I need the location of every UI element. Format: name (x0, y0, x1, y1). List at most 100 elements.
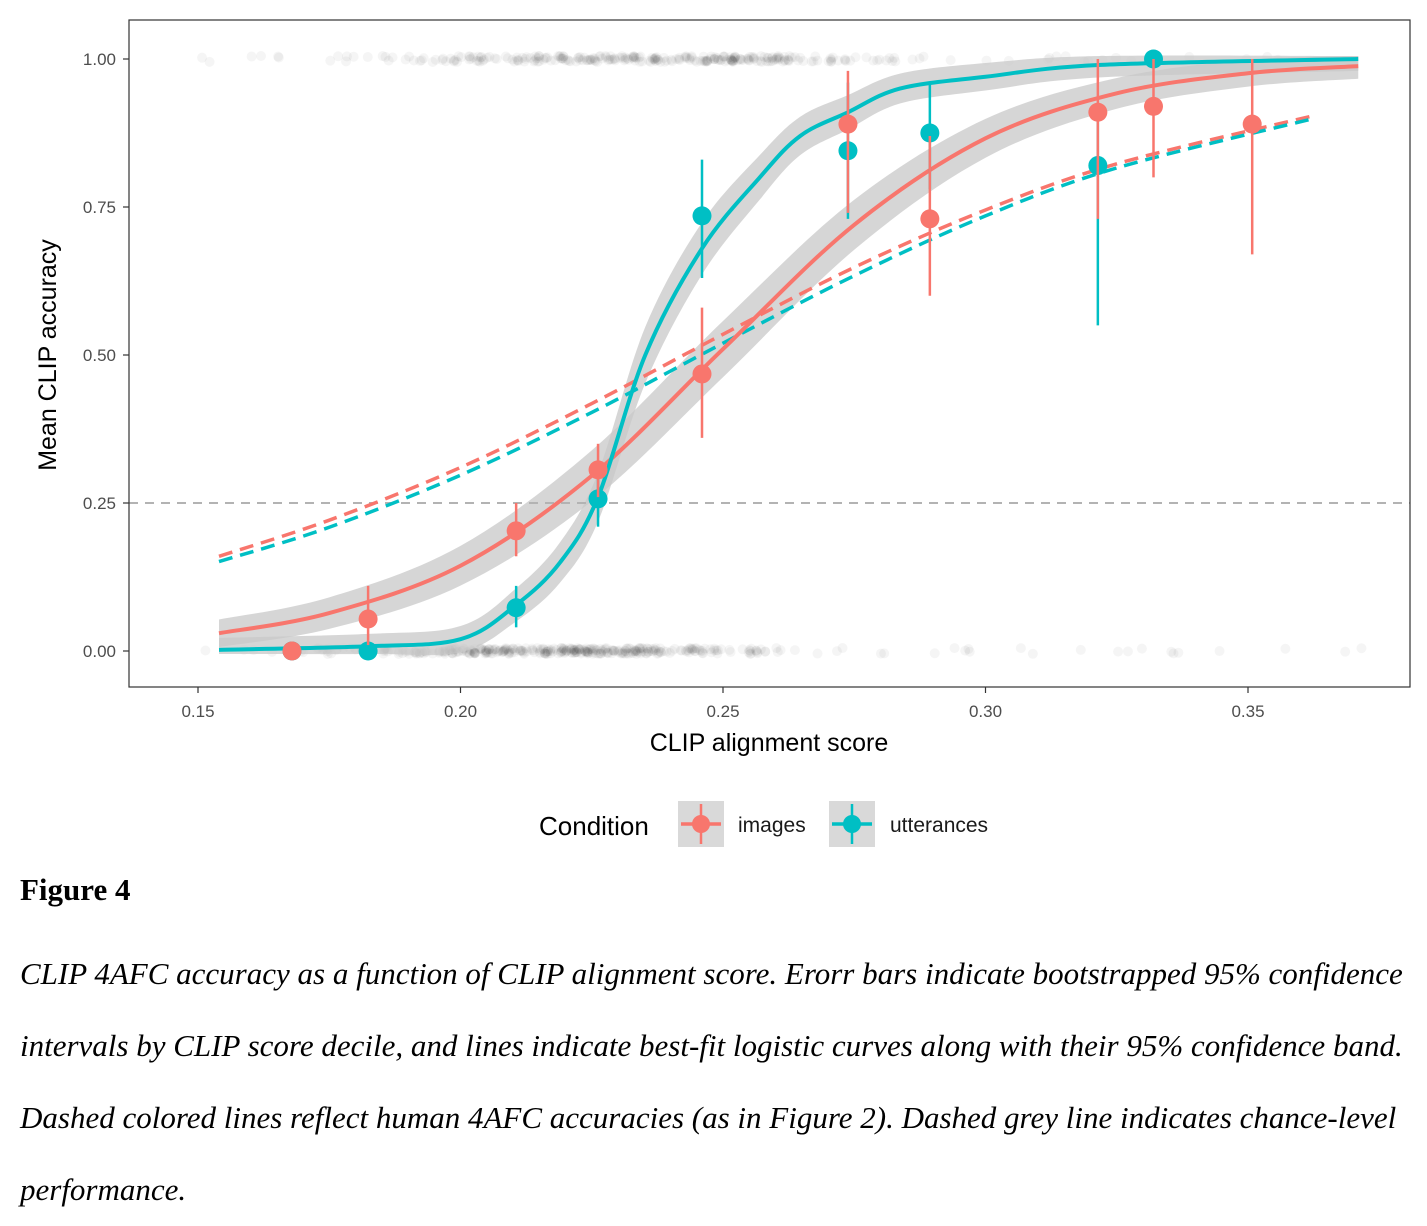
point-images (506, 521, 526, 541)
trial-point (620, 646, 631, 657)
trial-point (597, 53, 608, 64)
trial-point (697, 645, 708, 656)
trial-point (437, 55, 448, 66)
trial-point (589, 53, 600, 64)
trial-point (574, 644, 585, 655)
trial-point (808, 56, 819, 67)
trial-point (557, 646, 568, 657)
x-tick-label: 0.35 (1231, 702, 1264, 721)
trial-point (756, 56, 767, 67)
trial-point (637, 56, 648, 67)
trial-point (634, 56, 645, 67)
point-images (282, 641, 302, 661)
trial-point (709, 53, 720, 64)
trial-point (826, 54, 837, 65)
trial-point (826, 56, 837, 67)
trial-point (602, 647, 613, 658)
trial-point (589, 55, 600, 66)
trial-point (605, 51, 616, 62)
trial-point (540, 648, 551, 659)
trial-point (555, 646, 566, 657)
trial-point (575, 643, 586, 654)
trial-point (473, 55, 484, 66)
trial-point (554, 51, 565, 62)
trial-point (539, 648, 550, 659)
trial-point (766, 53, 777, 64)
trial-point (509, 647, 520, 658)
trial-point (695, 645, 706, 656)
trial-point (918, 51, 929, 62)
trial-point (499, 645, 510, 656)
legend-label-utterances: utterances (890, 814, 988, 837)
trial-point (658, 52, 669, 63)
trial-point (556, 53, 567, 64)
trial-point (699, 55, 710, 66)
trial-point (634, 643, 645, 654)
trial-point (713, 54, 724, 65)
trial-point (536, 644, 547, 655)
trial-point (594, 51, 605, 62)
trial-point (418, 53, 429, 64)
trial-point (543, 644, 554, 655)
trial-point (674, 54, 685, 65)
trial-point (681, 52, 692, 63)
trial-point (622, 647, 633, 658)
trial-point (831, 646, 842, 657)
trial-point (564, 643, 575, 654)
trial-point (650, 643, 661, 654)
trial-point (509, 56, 520, 67)
trial-point (709, 645, 720, 656)
trial-point (609, 53, 620, 64)
trial-point (706, 51, 717, 62)
trial-point (686, 51, 697, 62)
trial-point (763, 53, 774, 64)
trial-point (587, 648, 598, 659)
trial-point (452, 56, 463, 67)
trial-point (553, 648, 564, 659)
trial-point (497, 647, 508, 658)
trial-point (595, 643, 606, 654)
trial-point (743, 647, 754, 658)
trial-point (494, 645, 505, 656)
trial-point (478, 54, 489, 65)
trial-point (638, 643, 649, 654)
trial-point (751, 645, 762, 656)
trial-point (701, 56, 712, 67)
trial-point (772, 646, 783, 657)
trial-point (718, 51, 729, 62)
trial-point (1113, 646, 1124, 657)
trial-point (483, 647, 494, 658)
trial-point (850, 52, 861, 63)
trial-point (695, 55, 706, 66)
trial-point (629, 51, 640, 62)
trial-point (631, 648, 642, 659)
trial-point (545, 645, 556, 656)
trial-point (690, 643, 701, 654)
trial-point (588, 643, 599, 654)
trial-point (630, 55, 641, 66)
trial-point (503, 648, 514, 659)
fit-curve-utterances (218, 57, 1359, 652)
trial-point (689, 55, 700, 66)
trial-point (728, 56, 739, 67)
trial-point (465, 53, 476, 64)
trial-point (573, 52, 584, 63)
trial-point (945, 55, 956, 66)
trial-point (502, 53, 513, 64)
trial-point (464, 54, 475, 65)
trial-point (517, 646, 528, 657)
trial-point (464, 648, 475, 659)
trial-point (585, 54, 596, 65)
trial-point (551, 644, 562, 655)
trial-point (533, 51, 544, 62)
trial-point (471, 55, 482, 66)
trial-point (744, 55, 755, 66)
trial-point (673, 54, 684, 65)
trial-point (630, 646, 641, 657)
trial-point (325, 55, 336, 66)
trial-point (641, 648, 652, 659)
trial-point (712, 54, 723, 65)
trial-point (748, 53, 759, 64)
trial-point (479, 648, 490, 659)
trial-point (581, 55, 592, 66)
